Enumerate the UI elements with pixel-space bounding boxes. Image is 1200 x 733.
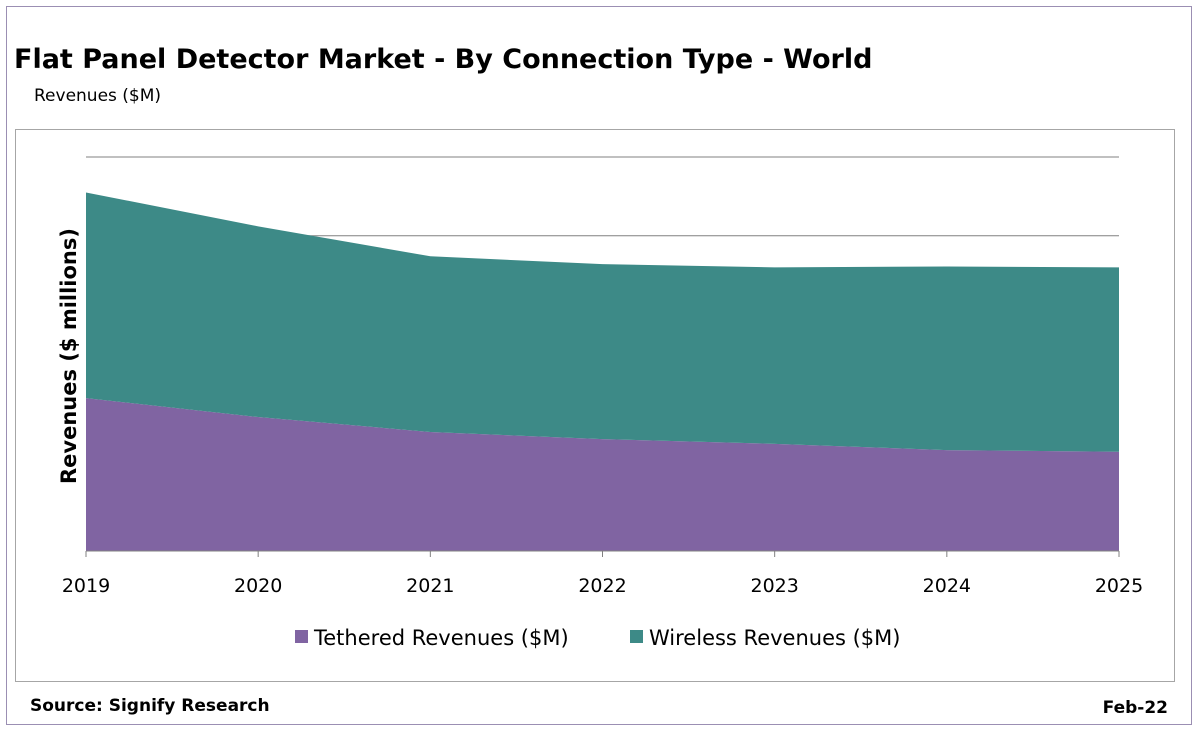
area-series-wireless bbox=[86, 192, 1119, 452]
y-axis-title: Revenues ($ millions) bbox=[57, 228, 81, 484]
area-series-tethered bbox=[86, 398, 1119, 551]
publish-date: Feb-22 bbox=[1102, 698, 1168, 718]
page-subtitle: Revenues ($M) bbox=[34, 86, 162, 106]
legend-tethered-swatch bbox=[295, 630, 308, 643]
source-note: Source: Signify Research bbox=[30, 696, 270, 716]
x-tick-label: 2023 bbox=[750, 575, 798, 597]
plot-area-border bbox=[15, 129, 1175, 682]
x-tick-label: 2021 bbox=[406, 575, 454, 597]
x-tick-label: 2022 bbox=[578, 575, 626, 597]
x-tick-label: 2025 bbox=[1095, 575, 1143, 597]
legend-wireless-label: Wireless Revenues ($M) bbox=[649, 626, 900, 650]
page-title: Flat Panel Detector Market - By Connecti… bbox=[14, 44, 873, 75]
x-tick-label: 2019 bbox=[62, 575, 110, 597]
x-tick-label: 2020 bbox=[234, 575, 282, 597]
chart-frame bbox=[6, 6, 1192, 725]
x-tick-label: 2024 bbox=[923, 575, 971, 597]
legend-tethered-label: Tethered Revenues ($M) bbox=[313, 626, 569, 650]
legend-wireless-swatch bbox=[630, 630, 643, 643]
